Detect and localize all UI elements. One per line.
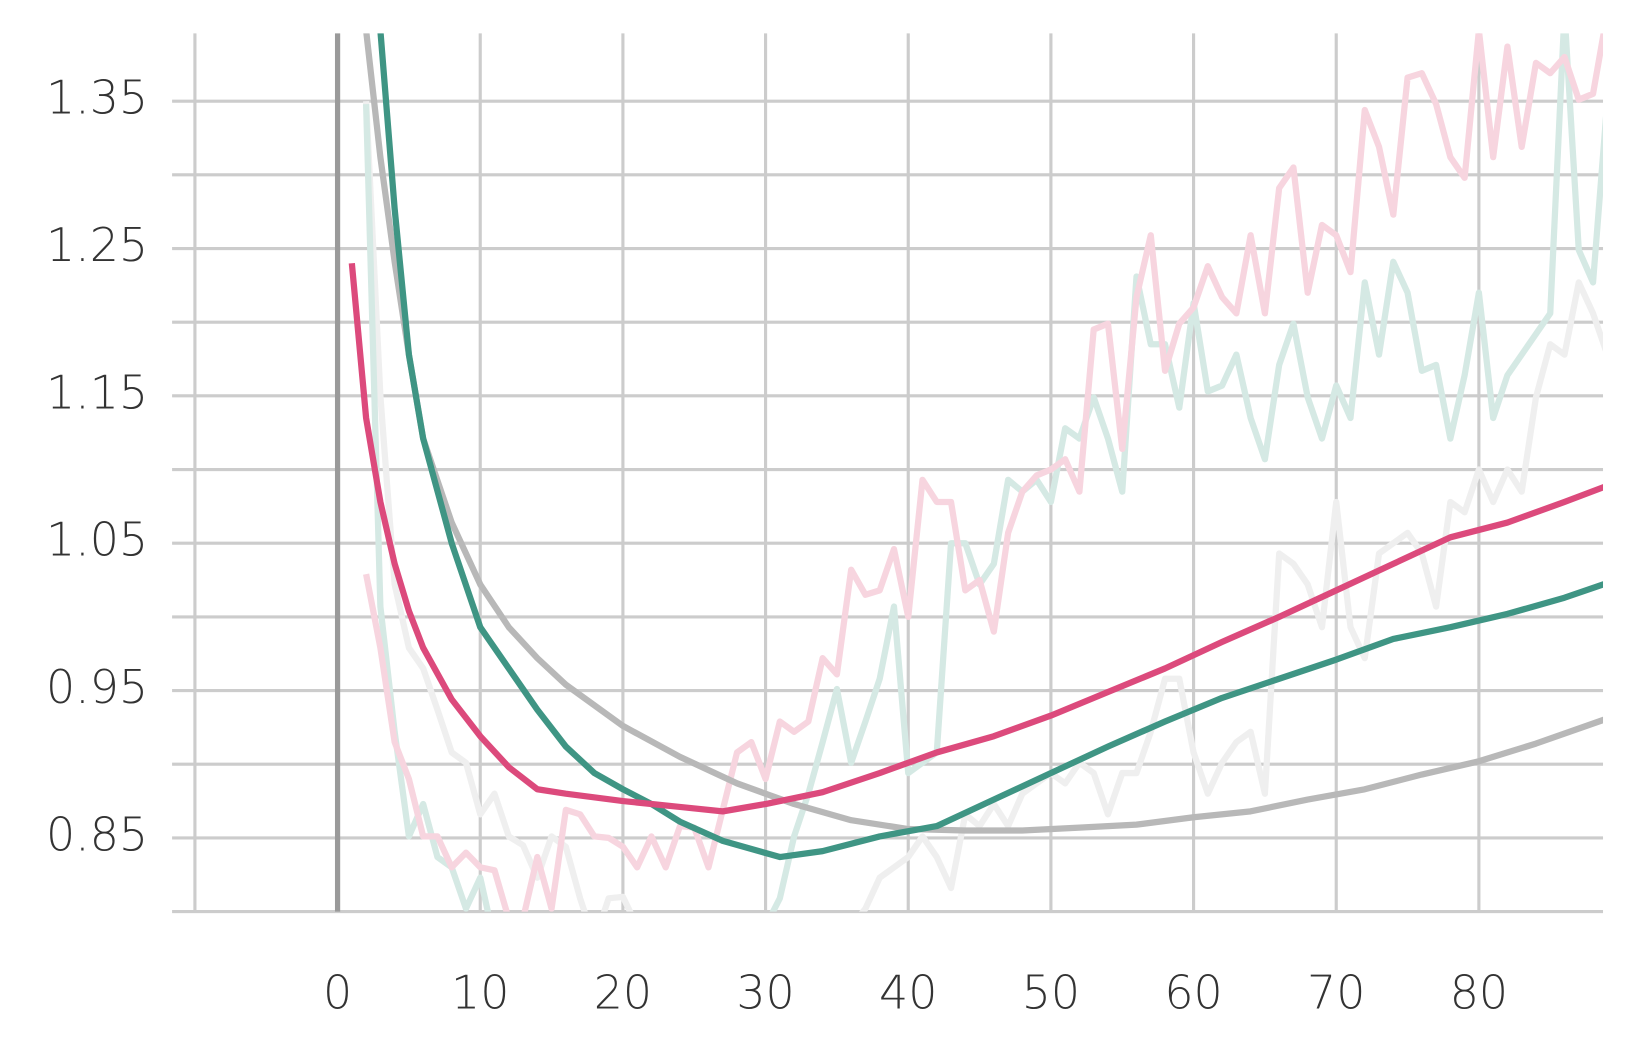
- grid: [172, 33, 1604, 914]
- y-tick-label: 0.95: [46, 660, 148, 714]
- x-tick-label: 50: [1022, 966, 1080, 1020]
- series-line: [362, 101, 1604, 912]
- series-line: [348, 262, 1604, 815]
- y-tick-label: 1.15: [46, 365, 148, 419]
- x-tick-label: 60: [1164, 966, 1222, 1020]
- series-line: [363, 33, 1604, 912]
- y-tick-label: 0.85: [46, 807, 148, 861]
- x-tick-label: 30: [736, 966, 794, 1020]
- series-line: [377, 33, 1604, 861]
- y-tick-label: 1.05: [46, 513, 148, 567]
- x-tick-label: 20: [594, 966, 652, 1020]
- y-tick-label: 1.35: [46, 71, 148, 125]
- x-tick-label: 10: [451, 966, 509, 1020]
- x-tick-label: 0: [323, 966, 352, 1020]
- plot-area: [348, 33, 1604, 912]
- y-tick-label: 1.25: [46, 218, 148, 272]
- series-line: [362, 33, 1604, 912]
- x-tick-label: 80: [1450, 966, 1508, 1020]
- series-line: [363, 33, 1604, 834]
- x-tick-label: 40: [879, 966, 937, 1020]
- tick-labels: 0.85 0.95 1.05 1.15 1.25 1.35 0 10 20 30 40 50 60 70 8…: [46, 71, 1508, 1020]
- x-tick-label: 70: [1307, 966, 1365, 1020]
